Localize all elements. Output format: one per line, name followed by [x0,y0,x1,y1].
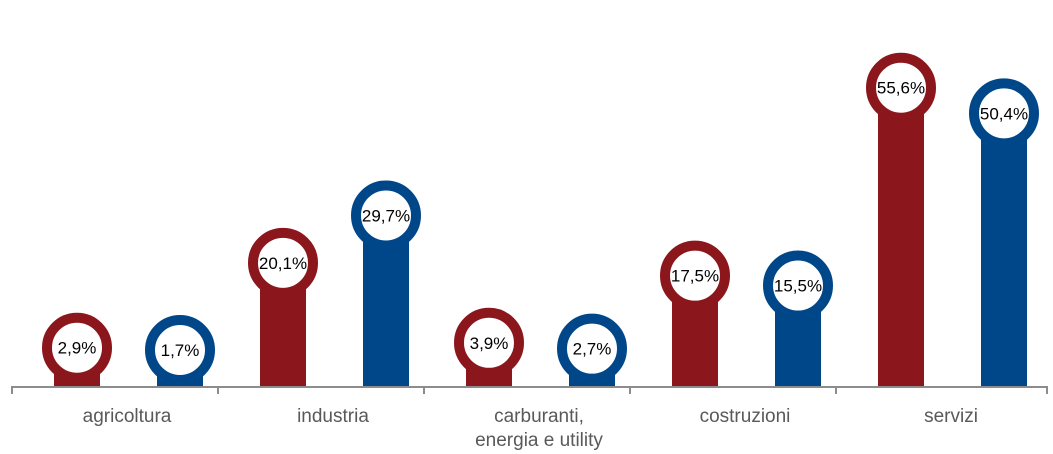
value-ring [866,52,936,123]
value-ring [660,240,730,311]
category-label: industria [297,406,369,427]
data-label: 20,1% [259,254,307,273]
data-label: 2,7% [573,340,612,359]
data-label: 2,9% [58,339,97,358]
value-ring [454,307,524,378]
category-label: agricoltura [83,406,172,427]
value-ring [42,312,112,383]
data-label: 50,4% [980,104,1028,123]
value-ring [969,78,1039,149]
data-label: 55,6% [877,79,925,98]
x-axis [11,386,1048,394]
data-label: 17,5% [671,267,719,286]
category-label: costruzioni [700,406,791,427]
value-ring [145,315,215,385]
bars-layer: 2,9% 1,7% 20,1% 29,7% 3,9% 2,7% 17,5% 15,5% 55,6… [42,52,1039,386]
category-label: carburanti, [494,406,584,427]
bar [981,137,1027,386]
value-ring [557,313,627,384]
category-label: energia e utility [475,430,603,451]
data-label: 15,5% [774,277,822,296]
bar [775,309,821,386]
category-labels: agricoltura industria carburanti, energia e… [83,406,978,451]
value-ring [351,180,421,251]
data-label: 29,7% [362,206,410,225]
bar [878,111,924,386]
bar [672,299,718,386]
data-label: 1,7% [161,341,200,360]
data-label: 3,9% [470,334,509,353]
value-ring [763,250,833,321]
bar [363,239,409,386]
value-ring [248,227,318,298]
bar [260,286,306,386]
category-label: servizi [924,406,978,427]
